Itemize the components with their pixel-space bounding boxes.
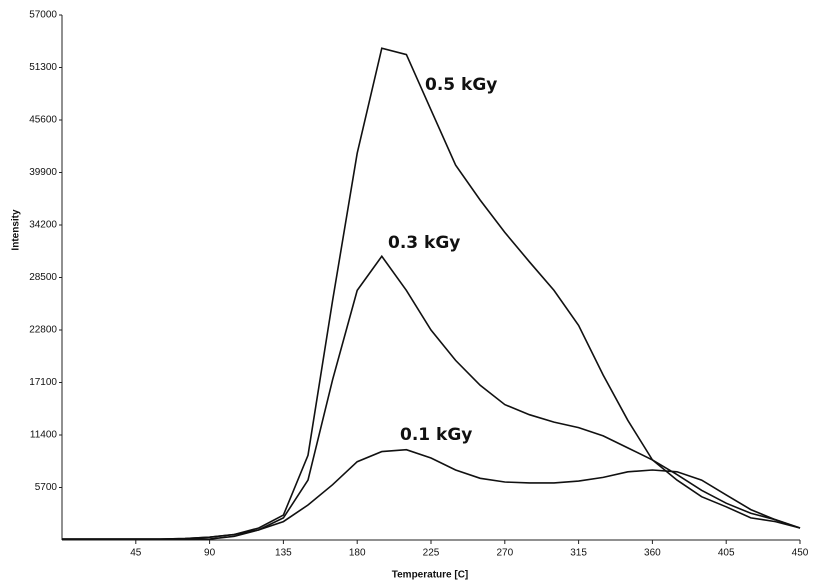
x-tick-label: 315 bbox=[570, 548, 587, 559]
series-label: 0.1 kGy bbox=[400, 425, 472, 445]
x-axis-label: Temperature [C] bbox=[392, 570, 469, 581]
y-tick-label: 22800 bbox=[29, 325, 57, 336]
x-tick-label: 270 bbox=[496, 548, 513, 559]
y-tick-label: 57000 bbox=[29, 10, 57, 21]
x-tick-label: 90 bbox=[204, 548, 216, 559]
y-tick-label: 34200 bbox=[29, 220, 57, 231]
y-tick-label: 5700 bbox=[35, 482, 58, 493]
x-tick-label: 405 bbox=[718, 548, 735, 559]
y-tick-label: 11400 bbox=[30, 430, 58, 441]
series-line bbox=[62, 254, 801, 540]
y-tick-label: 17100 bbox=[29, 377, 57, 388]
x-tick-label: 225 bbox=[423, 548, 440, 559]
x-tick-label: 45 bbox=[130, 548, 142, 559]
y-tick-label: 51300 bbox=[29, 62, 57, 73]
x-tick-label: 450 bbox=[792, 548, 809, 559]
y-tick-label: 28500 bbox=[29, 272, 57, 283]
y-tick-label: 45600 bbox=[29, 115, 57, 126]
series-label: 0.3 kGy bbox=[388, 233, 460, 253]
x-tick-label: 135 bbox=[275, 548, 292, 559]
series-line bbox=[62, 47, 801, 540]
series-label: 0.5 kGy bbox=[425, 75, 497, 95]
y-tick-label: 39900 bbox=[29, 167, 57, 178]
x-tick-label: 360 bbox=[644, 548, 661, 559]
y-axis-label: Intensity bbox=[11, 209, 22, 251]
x-tick-label: 180 bbox=[349, 548, 366, 559]
series-line bbox=[62, 448, 801, 541]
